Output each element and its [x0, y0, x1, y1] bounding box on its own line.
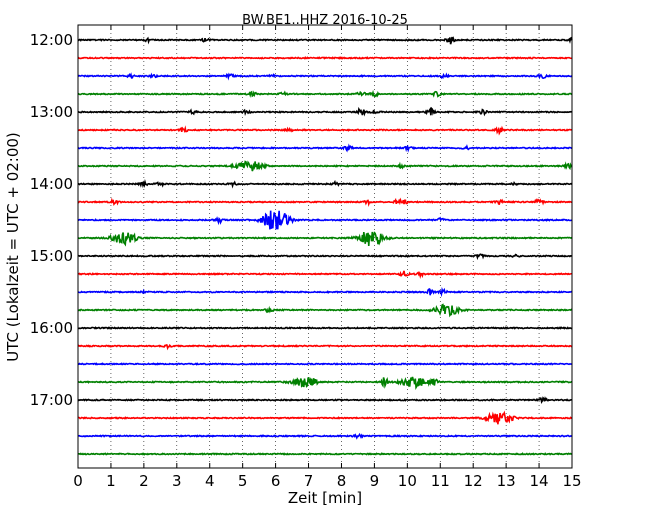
y-tick-label: 14:00: [30, 175, 73, 193]
grid-lines: [78, 25, 572, 468]
seismic-trace: [77, 410, 573, 425]
seismic-trace: [77, 286, 573, 298]
plot-frame: [77, 24, 573, 469]
seismic-trace: [77, 362, 573, 366]
y-axis-label: UTC (Lokalzeit = UTC + 02:00): [4, 132, 22, 362]
seismic-trace: [77, 432, 573, 440]
seismic-trace: [77, 231, 573, 247]
x-tick-label: 4: [205, 472, 215, 490]
x-tick-label: 6: [271, 472, 281, 490]
seismic-trace: [77, 396, 573, 405]
y-tick-label: 15:00: [30, 247, 73, 265]
seismic-trace: [77, 178, 573, 189]
seismic-trace: [77, 270, 573, 279]
seismic-trace: [77, 56, 573, 60]
axis-ticks: 0 1 2 3 4 5 6 7 8 9 10 11 12 13 14 1512:0013:0014:0015:…: [30, 25, 582, 490]
x-tick-label: 7: [304, 472, 314, 490]
x-tick-label: 14: [530, 472, 549, 490]
x-tick-label: 2: [139, 472, 149, 490]
x-tick-label: 9: [370, 472, 380, 490]
x-tick-label: 0: [73, 472, 83, 490]
seismic-trace: [77, 125, 573, 136]
seismic-trace: [77, 160, 573, 172]
seismic-trace: [77, 197, 573, 208]
seismic-trace: [77, 143, 573, 153]
seismic-trace: [77, 72, 573, 81]
seismic-trace: [77, 210, 573, 230]
seismic-trace: [77, 376, 573, 390]
x-tick-label: 1: [106, 472, 116, 490]
seismic-trace: [77, 344, 573, 351]
chart-title: BW.BE1..HHZ 2016-10-25: [242, 13, 408, 28]
seismic-trace: [77, 253, 573, 261]
y-tick-label: 16:00: [30, 319, 73, 337]
x-axis-label: Zeit [min]: [288, 489, 362, 507]
x-tick-label: 5: [238, 472, 248, 490]
y-tick-label: 13:00: [30, 103, 73, 121]
seismic-trace: [77, 89, 573, 98]
seismic-trace: [77, 36, 573, 45]
x-tick-label: 8: [337, 472, 347, 490]
x-tick-label: 15: [562, 472, 581, 490]
x-tick-label: 10: [398, 472, 417, 490]
seismic-trace: [77, 303, 573, 318]
x-tick-label: 3: [172, 472, 182, 490]
seismic-trace: [77, 326, 573, 330]
x-tick-label: 11: [431, 472, 450, 490]
x-tick-label: 13: [497, 472, 516, 490]
y-tick-label: 17:00: [30, 391, 73, 409]
trace-layer: [77, 36, 573, 456]
seismic-trace: [77, 452, 573, 456]
y-tick-label: 12:00: [30, 31, 73, 49]
x-tick-label: 12: [464, 472, 483, 490]
seismic-trace: [77, 106, 573, 117]
